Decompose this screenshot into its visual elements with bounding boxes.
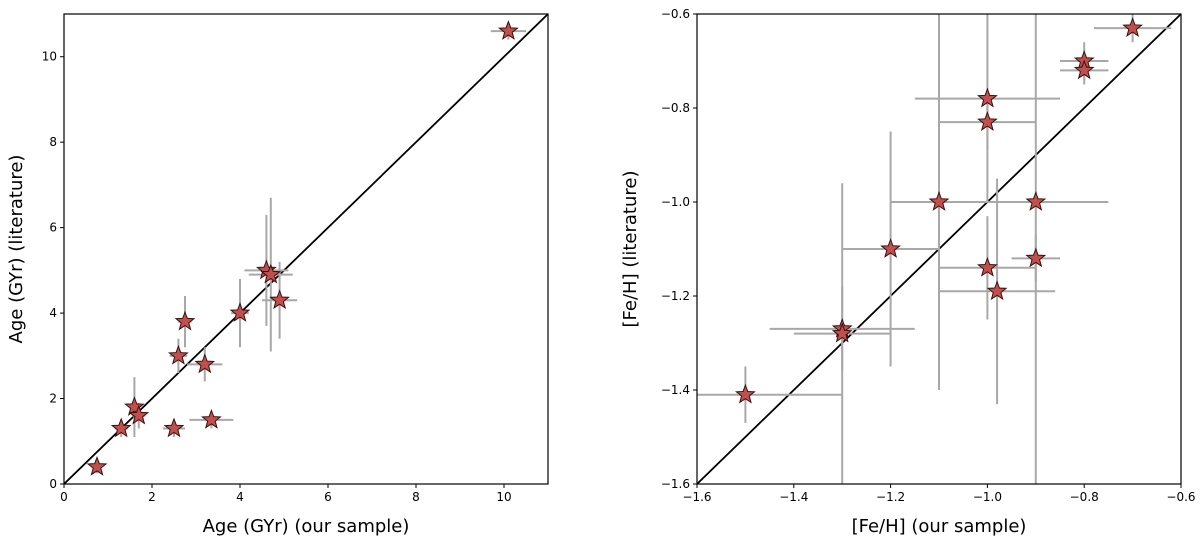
y-axis-label: [Fe/H] (literature) [620, 171, 641, 328]
data-point-star [128, 404, 150, 425]
x-tick-label: 8 [412, 490, 420, 504]
y-tick-label: −0.8 [661, 101, 690, 115]
data-point-star [986, 280, 1008, 301]
data-point-star [194, 353, 216, 374]
x-tick-label: −1.4 [779, 490, 808, 504]
plot-frame [696, 13, 1182, 485]
x-tick-label: −1.2 [876, 490, 905, 504]
data-point-star [124, 396, 145, 416]
data-point-star [1025, 247, 1047, 268]
data-point-star [110, 417, 132, 438]
x-tick-label: 0 [60, 490, 68, 504]
y-tick-label: −1.0 [661, 195, 690, 209]
x-tick-label: −1.0 [973, 490, 1002, 504]
y-tick-label: 0 [49, 477, 57, 491]
data-point-star [1025, 191, 1047, 211]
x-tick-label: 10 [496, 490, 511, 504]
plot-area [64, 14, 548, 484]
metallicity-comparison-panel: −1.6 −1.4 −1.2 −1.0 −0.8 −0.6 −1.6 −1.4 −1.2 −1.0… [620, 7, 1196, 537]
data-point-star [498, 20, 519, 40]
data-point-star [168, 344, 189, 365]
x-axis-label: [Fe/H] (our sample) [852, 516, 1027, 537]
y-tick-label: 4 [49, 306, 57, 320]
data-point-star [977, 111, 998, 131]
x-axis-label: Age (GYr) (our sample) [203, 516, 410, 537]
y-tick-label: 10 [42, 50, 57, 64]
data-point-star [163, 417, 185, 438]
data-point-star [1073, 59, 1095, 80]
x-tick-label: 6 [324, 490, 332, 504]
x-tick-label: 4 [236, 490, 244, 504]
y-tick-label: −1.4 [661, 383, 690, 397]
data-point-star [201, 408, 222, 429]
data-point-star [735, 383, 756, 404]
data-point-star [831, 322, 853, 343]
x-tick-label: 2 [148, 490, 156, 504]
plot-frame [63, 13, 549, 485]
data-point-star [977, 87, 998, 108]
data-point-star [1122, 17, 1143, 37]
y-tick-label: −1.2 [661, 289, 690, 303]
data-point-star [86, 455, 108, 476]
y-tick-label: 2 [49, 392, 57, 406]
age-comparison-panel: 0 2 4 6 8 10 0 2 4 6 8 10 Age (GYr) (our sample) Age … [6, 13, 549, 537]
data-point-star [880, 238, 901, 258]
data-point-star [928, 191, 950, 211]
data-point-star [260, 263, 282, 284]
x-tick-label: −0.8 [1070, 490, 1099, 504]
data-point-star [977, 256, 998, 277]
plot-area [697, 14, 1181, 484]
y-tick-label: −0.6 [661, 7, 690, 21]
data-point-star [229, 302, 251, 322]
data-point-star [174, 310, 196, 331]
x-tick-label: −0.6 [1166, 490, 1195, 504]
y-tick-label: 6 [49, 221, 57, 235]
y-tick-label: −1.6 [661, 477, 690, 491]
y-tick-label: 8 [49, 135, 57, 149]
one-to-one-line [64, 14, 548, 484]
y-axis-label: Age (GYr) (literature) [6, 155, 27, 344]
data-point-star [269, 289, 290, 310]
x-tick-label: −1.6 [682, 490, 711, 504]
